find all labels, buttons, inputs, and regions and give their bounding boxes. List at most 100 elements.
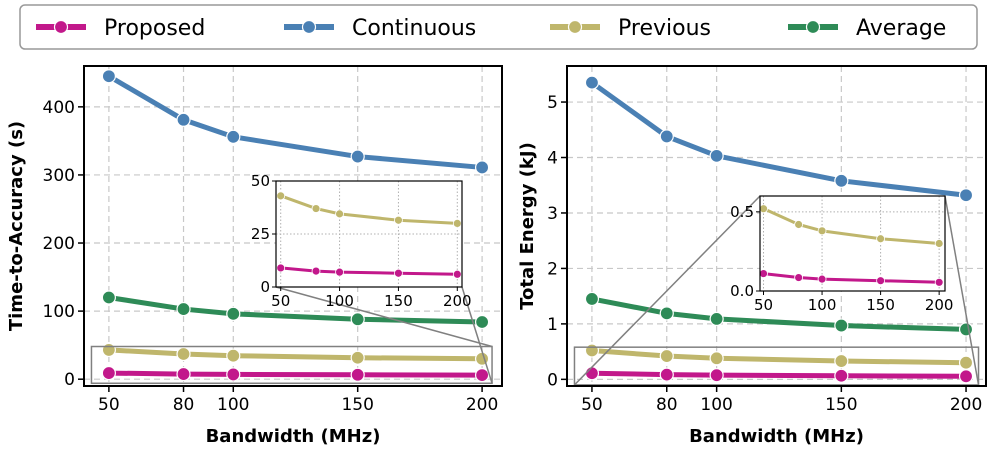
data-point-previous xyxy=(101,342,116,358)
inset-data-point-proposed xyxy=(394,268,403,278)
inset-data-point-proposed xyxy=(276,263,286,273)
inset-data-point-previous xyxy=(934,239,944,248)
y-tick-label: 5 xyxy=(547,93,558,113)
data-point-previous xyxy=(709,351,724,366)
data-point-continuous xyxy=(350,149,365,164)
y-tick-label: 0 xyxy=(64,370,75,390)
data-point-continuous xyxy=(101,69,116,84)
zoom-connector xyxy=(573,195,761,386)
y-tick-label: 100 xyxy=(43,302,75,322)
series-line-average xyxy=(591,296,967,332)
data-point-average xyxy=(350,312,365,327)
legend-label-proposed: Proposed xyxy=(104,16,205,41)
data-point-previous xyxy=(659,348,674,364)
series-line-proposed xyxy=(591,370,967,379)
data-point-proposed xyxy=(350,367,365,382)
data-point-continuous xyxy=(226,129,241,144)
data-point-proposed xyxy=(101,365,116,381)
zoom-connector xyxy=(944,195,980,386)
data-point-average xyxy=(474,314,490,330)
data-point-previous xyxy=(834,353,849,369)
inset-tick-label-x: 200 xyxy=(443,292,472,310)
data-point-average xyxy=(709,311,724,326)
inset-data-point-previous xyxy=(876,234,886,244)
series-line-proposed xyxy=(108,370,483,378)
inset-tick-label-y: 0 xyxy=(260,278,270,296)
x-tick-label: 100 xyxy=(700,395,732,415)
legend-marker-continuous xyxy=(301,19,317,35)
legend-frame xyxy=(19,4,978,50)
data-point-proposed xyxy=(958,369,974,384)
data-point-previous xyxy=(350,350,365,365)
data-point-proposed xyxy=(584,366,600,381)
series-line-continuous xyxy=(107,74,483,170)
data-point-proposed xyxy=(709,368,724,383)
inset-tick-label-x: 50 xyxy=(754,296,773,314)
x-tick-label: 150 xyxy=(341,395,373,415)
x-axis-label: Bandwidth (MHz) xyxy=(206,426,381,447)
data-point-previous xyxy=(584,343,600,358)
y-tick-label: 3 xyxy=(547,204,558,224)
inset-data-point-proposed xyxy=(759,269,768,278)
legend-marker-average xyxy=(805,19,821,35)
zoom-region xyxy=(90,345,493,385)
x-tick-label: 200 xyxy=(466,395,498,415)
y-tick-label: 300 xyxy=(43,166,75,186)
data-point-continuous xyxy=(659,129,674,144)
inset-data-point-previous xyxy=(794,220,804,229)
data-point-average xyxy=(226,306,241,321)
data-point-average xyxy=(834,318,849,333)
data-point-continuous xyxy=(958,188,974,203)
inset-data-point-previous xyxy=(817,226,827,236)
series-line-previous xyxy=(108,347,483,362)
inset-tick-label-y: 25 xyxy=(251,225,270,243)
legend-marker-proposed xyxy=(53,19,69,35)
data-point-average xyxy=(659,306,674,321)
data-point-previous xyxy=(474,351,490,366)
data-point-continuous xyxy=(584,75,600,90)
inset-tick-label-y: 50 xyxy=(251,172,270,190)
y-tick-label: 4 xyxy=(547,149,558,169)
data-point-continuous xyxy=(176,112,191,127)
plot-frame xyxy=(83,65,503,387)
zoom-region xyxy=(573,346,980,386)
inset-data-point-previous xyxy=(452,218,462,228)
y-axis-label: Total Energy (kJ) xyxy=(517,142,538,310)
inset-data-point-proposed xyxy=(817,274,827,284)
inset-data-point-previous xyxy=(335,209,344,219)
data-point-previous xyxy=(226,348,241,363)
inset-tick-label-x: 150 xyxy=(384,292,413,310)
data-point-proposed xyxy=(176,366,191,382)
inset-tick-label-x: 200 xyxy=(925,296,954,314)
data-point-average xyxy=(958,322,974,337)
inset-data-point-previous xyxy=(394,215,403,225)
legend-label-previous: Previous xyxy=(618,16,711,41)
data-point-proposed xyxy=(659,367,674,382)
data-point-average xyxy=(176,301,191,317)
data-point-proposed xyxy=(474,368,490,383)
x-tick-label: 80 xyxy=(656,395,678,415)
series-line-continuous xyxy=(590,80,967,198)
y-tick-label: 1 xyxy=(547,315,558,335)
data-point-continuous xyxy=(709,148,724,163)
legend-label-average: Average xyxy=(856,16,946,41)
inset-data-point-proposed xyxy=(452,269,462,279)
data-point-proposed xyxy=(226,367,241,382)
x-tick-label: 100 xyxy=(217,395,249,415)
data-point-average xyxy=(101,290,116,305)
inset-tick-label-x: 150 xyxy=(866,296,895,314)
inset-data-point-previous xyxy=(759,204,768,214)
inset-data-point-previous xyxy=(276,191,286,201)
inset-data-point-proposed xyxy=(794,273,804,282)
inset-tick-label-x: 100 xyxy=(808,296,837,314)
zoom-connector xyxy=(275,286,493,348)
x-axis-label: Bandwidth (MHz) xyxy=(689,426,864,447)
data-point-continuous xyxy=(834,173,849,188)
x-tick-label: 150 xyxy=(825,395,857,415)
data-point-previous xyxy=(958,355,974,370)
y-tick-label: 0 xyxy=(547,370,558,390)
inset-tick-label-y: 0.5 xyxy=(730,203,754,221)
data-point-continuous xyxy=(474,160,490,175)
total-energy-chart: 50 100 150 200 0.0 0.5 50 80 100 150 200 0 1 2 3 4 5 Band… xyxy=(517,65,987,447)
inset-data-point-proposed xyxy=(934,277,944,287)
